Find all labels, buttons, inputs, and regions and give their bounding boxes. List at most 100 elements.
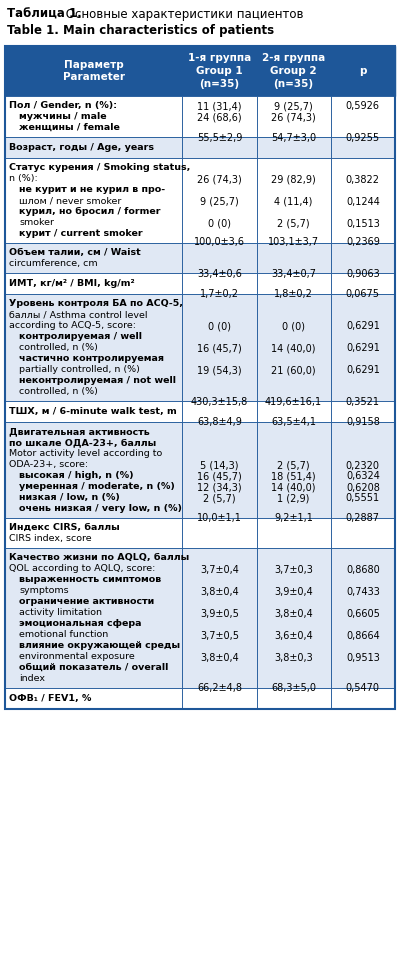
- Text: partially controlled, n (%): partially controlled, n (%): [19, 365, 140, 374]
- Bar: [5, 401, 182, 422]
- Text: 54,7±3,0: 54,7±3,0: [271, 133, 316, 142]
- Text: Основные характеристики пациентов: Основные характеристики пациентов: [62, 8, 304, 21]
- Bar: [331, 273, 395, 294]
- Text: 0,9513: 0,9513: [346, 653, 380, 663]
- Text: 0,0675: 0,0675: [346, 289, 380, 299]
- Text: 1-я группа
Group 1
(n=35): 1-я группа Group 1 (n=35): [188, 54, 251, 89]
- Text: 21 (60,0): 21 (60,0): [271, 365, 316, 376]
- Text: 19 (54,3): 19 (54,3): [197, 365, 242, 376]
- Text: 430,3±15,8: 430,3±15,8: [191, 396, 248, 406]
- Text: 3,7±0,5: 3,7±0,5: [200, 630, 239, 640]
- Text: 55,5±2,9: 55,5±2,9: [197, 133, 242, 142]
- Text: 16 (45,7): 16 (45,7): [197, 471, 242, 481]
- Text: 100,0±3,6: 100,0±3,6: [194, 237, 245, 248]
- Text: 3,9±0,4: 3,9±0,4: [274, 587, 313, 596]
- Bar: [182, 401, 256, 422]
- Text: 0,2887: 0,2887: [346, 512, 380, 522]
- Text: 0,1513: 0,1513: [346, 219, 380, 228]
- Bar: [5, 688, 182, 709]
- Bar: [5, 137, 182, 158]
- Text: 0,8680: 0,8680: [346, 564, 380, 575]
- Text: 0,5926: 0,5926: [346, 102, 380, 111]
- Text: контролируемая / well: контролируемая / well: [19, 332, 142, 341]
- Text: Возраст, годы / Age, years: Возраст, годы / Age, years: [9, 143, 154, 152]
- Text: 63,8±4,9: 63,8±4,9: [197, 417, 242, 427]
- Text: ИМТ, кг/м² / BMI, kg/m²: ИМТ, кг/м² / BMI, kg/m²: [9, 279, 135, 288]
- Text: Индекс CIRS, баллы: Индекс CIRS, баллы: [9, 523, 120, 532]
- Bar: [331, 243, 395, 273]
- Text: 33,4±0,6: 33,4±0,6: [197, 268, 242, 278]
- Bar: [5, 273, 182, 294]
- Text: 419,6±16,1: 419,6±16,1: [265, 396, 322, 406]
- Text: 0,2320: 0,2320: [346, 461, 380, 470]
- Text: 1,8±0,2: 1,8±0,2: [274, 289, 313, 299]
- Bar: [256, 46, 331, 96]
- Bar: [182, 46, 256, 96]
- Text: 2 (5,7): 2 (5,7): [203, 494, 236, 504]
- Text: 18 (51,4): 18 (51,4): [271, 471, 316, 481]
- Bar: [331, 294, 395, 401]
- Text: неконтролируемая / not well: неконтролируемая / not well: [19, 376, 176, 385]
- Bar: [331, 688, 395, 709]
- Text: 0 (0): 0 (0): [208, 321, 231, 332]
- Text: 2 (5,7): 2 (5,7): [277, 461, 310, 470]
- Text: 1,7±0,2: 1,7±0,2: [200, 289, 239, 299]
- Text: 66,2±4,8: 66,2±4,8: [197, 683, 242, 694]
- Text: 9 (25,7): 9 (25,7): [274, 102, 313, 111]
- Text: выраженность симптомов: выраженность симптомов: [19, 575, 161, 584]
- Text: 0,9063: 0,9063: [346, 268, 380, 278]
- Bar: [331, 96, 395, 137]
- Text: 1 (2,9): 1 (2,9): [278, 494, 310, 504]
- Bar: [182, 243, 256, 273]
- Bar: [182, 548, 256, 688]
- Bar: [182, 688, 256, 709]
- Bar: [182, 96, 256, 137]
- Text: Пол / Gender, n (%):: Пол / Gender, n (%):: [9, 101, 117, 110]
- Text: controlled, n (%): controlled, n (%): [19, 387, 98, 396]
- Text: 29 (82,9): 29 (82,9): [271, 175, 316, 184]
- Text: курил, но бросил / former: курил, но бросил / former: [19, 207, 160, 216]
- Text: эмоциональная сфера: эмоциональная сфера: [19, 619, 142, 628]
- Text: 0,6605: 0,6605: [346, 608, 380, 619]
- Text: smoker: smoker: [19, 218, 54, 227]
- Bar: [256, 137, 331, 158]
- Text: Motor activity level according to: Motor activity level according to: [9, 449, 162, 458]
- Bar: [5, 548, 182, 688]
- Text: 0,6291: 0,6291: [346, 365, 380, 376]
- Text: 26 (74,3): 26 (74,3): [271, 112, 316, 123]
- Text: activity limitation: activity limitation: [19, 608, 102, 617]
- Text: баллы / Asthma control level: баллы / Asthma control level: [9, 310, 148, 319]
- Bar: [182, 422, 256, 518]
- Text: 0,2369: 0,2369: [346, 237, 380, 248]
- Bar: [182, 518, 256, 548]
- Text: Качество жизни по AQLQ, баллы: Качество жизни по AQLQ, баллы: [9, 553, 189, 562]
- Bar: [256, 158, 331, 243]
- Text: p: p: [359, 66, 366, 76]
- Text: общий показатель / overall: общий показатель / overall: [19, 663, 168, 672]
- Bar: [256, 273, 331, 294]
- Text: женщины / female: женщины / female: [19, 123, 120, 132]
- Text: 0,5470: 0,5470: [346, 683, 380, 694]
- Text: Параметр
Parameter: Параметр Parameter: [63, 60, 125, 82]
- Text: 33,4±0,7: 33,4±0,7: [271, 268, 316, 278]
- Text: 16 (45,7): 16 (45,7): [197, 344, 242, 353]
- Bar: [182, 158, 256, 243]
- Text: 12 (34,3): 12 (34,3): [197, 482, 242, 493]
- Bar: [331, 548, 395, 688]
- Bar: [5, 46, 395, 709]
- Text: 3,8±0,4: 3,8±0,4: [200, 653, 239, 663]
- Text: 0,1244: 0,1244: [346, 196, 380, 207]
- Text: 5 (14,3): 5 (14,3): [200, 461, 239, 470]
- Text: низкая / low, n (%): низкая / low, n (%): [19, 493, 120, 502]
- Text: 9,2±1,1: 9,2±1,1: [274, 512, 313, 522]
- Bar: [5, 294, 182, 401]
- Text: ОФВ₁ / FEV1, %: ОФВ₁ / FEV1, %: [9, 694, 91, 703]
- Text: symptoms: symptoms: [19, 586, 69, 595]
- Text: 4 (11,4): 4 (11,4): [274, 196, 313, 207]
- Bar: [331, 158, 395, 243]
- Bar: [256, 96, 331, 137]
- Bar: [331, 401, 395, 422]
- Text: высокая / high, n (%): высокая / high, n (%): [19, 471, 134, 480]
- Bar: [182, 294, 256, 401]
- Bar: [256, 243, 331, 273]
